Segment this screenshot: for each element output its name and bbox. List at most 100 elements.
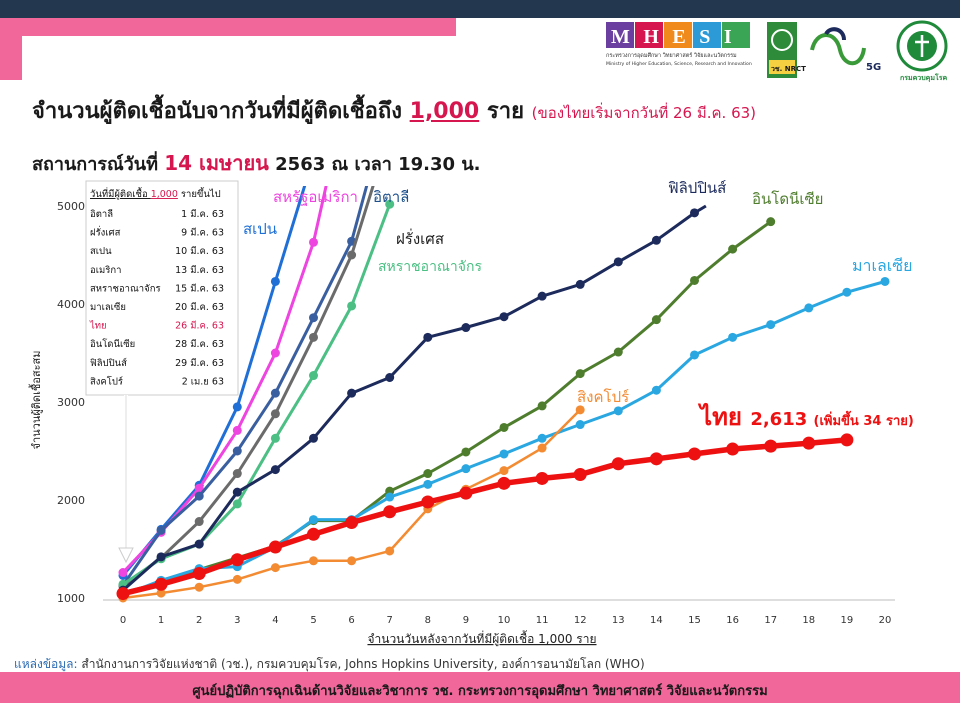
series-label: สเปน [243, 220, 277, 238]
legend-date: 15 มี.ค. 63 [175, 282, 224, 294]
data-point [842, 287, 852, 297]
data-point [232, 469, 242, 479]
series-label: สหรัฐอเมริกา [273, 188, 358, 206]
data-point [840, 433, 854, 447]
series-label: อิตาลี [373, 188, 409, 206]
thailand-label: ไทย 2,613 (เพิ่มขึ้น 34 ราย) [697, 402, 914, 431]
data-point [766, 320, 776, 330]
data-point [309, 515, 318, 525]
data-point [613, 406, 623, 416]
logo-strip: MHESI กระทรวงการอุดมศึกษา วิทยาศาสตร์ วิ… [606, 20, 948, 82]
data-point [194, 517, 204, 527]
legend-date: 1 มี.ค. 63 [181, 208, 224, 220]
data-point [347, 556, 357, 566]
data-point [156, 552, 166, 562]
legend-country: อิตาลี [90, 208, 114, 220]
data-point [232, 425, 242, 435]
title-highlight: 1,000 [409, 99, 480, 124]
title-unit: ราย [486, 99, 524, 124]
footer-text: ศูนย์ปฏิบัติการฉุกเฉินด้านวิจัยและวิชากา… [192, 684, 768, 699]
x-tick-label: 20 [879, 615, 892, 626]
svg-text:5G: 5G [866, 62, 881, 73]
data-point [309, 371, 318, 381]
data-point [537, 443, 547, 453]
data-point [309, 433, 318, 443]
data-point [423, 332, 433, 342]
data-point [804, 303, 814, 313]
data-point [423, 469, 433, 479]
x-tick-label: 2 [196, 615, 202, 626]
data-point [726, 442, 740, 456]
data-point [575, 369, 585, 379]
x-tick-label: 1 [158, 615, 164, 626]
data-point [649, 452, 663, 466]
x-tick-label: 19 [841, 615, 854, 626]
chart-subtitle: สถานการณ์วันที่ 14 เมษายน 2563 ณ เวลา 19… [32, 147, 480, 179]
data-point [268, 540, 282, 554]
data-point [461, 464, 471, 474]
legend-country: ฟิลิปปินส์ [90, 357, 127, 369]
legend-pointer-arrow [118, 547, 134, 564]
data-point [309, 556, 318, 566]
x-tick-label: 10 [498, 615, 511, 626]
series-line [122, 203, 392, 586]
line-chart: 0 1 2 3 4 5 6 7 8 9 10 11 12 13 14 15 16 17 18 19 2010002000… [28, 180, 914, 647]
data-point [499, 449, 509, 459]
legend-country: อเมริกา [90, 265, 121, 276]
legend-date: 20 มี.ค. 63 [175, 301, 224, 313]
data-point [270, 433, 280, 443]
data-point [232, 402, 242, 412]
legend-country: มาเลเซีย [90, 301, 126, 313]
legend-date: 2 เม.ย 63 [182, 376, 224, 387]
legend-date: 10 มี.ค. 63 [175, 245, 224, 257]
data-point [385, 546, 395, 556]
data-point [232, 499, 242, 509]
legend-country: อินโดนีเซีย [90, 338, 136, 350]
chart-series-labels: สเปน สหรัฐอเมริกา อิตาลีฝรั่งเศสสหราชอาณาจ… [243, 180, 914, 431]
y-tick-label: 2000 [57, 494, 85, 507]
data-point [688, 447, 701, 461]
svg-text:Ministry of Higher Education,: Ministry of Higher Education, Science, R… [606, 61, 752, 67]
title-main: จำนวนผู้ติดเชื้อนับจากวันที่มีผู้ติดเชื้… [32, 99, 402, 124]
data-point [230, 553, 244, 567]
data-point [156, 588, 166, 598]
subtitle-rest: 2563 ณ เวลา 19.30 น. [275, 154, 481, 175]
data-point [383, 505, 397, 519]
data-point [651, 385, 661, 395]
top-pink-bar [0, 18, 456, 36]
data-point [421, 495, 435, 509]
x-tick-label: 5 [310, 615, 316, 626]
top-navy-bar [0, 0, 960, 18]
data-point [728, 244, 738, 254]
x-tick-label: 4 [272, 615, 278, 626]
data-point [499, 422, 509, 432]
data-point [728, 332, 738, 342]
left-pink-strip [0, 18, 22, 80]
data-point [270, 465, 280, 475]
x-tick-label: 17 [764, 615, 777, 626]
svg-text:MHESI: MHESI [611, 26, 745, 48]
svg-text:กระทรวงการอุดมศึกษา วิทยาศาสตร: กระทรวงการอุดมศึกษา วิทยาศาสตร์ วิจัยและ… [606, 52, 737, 59]
legend-country: ฝรั่งเศส [90, 226, 121, 239]
x-tick-label: 6 [348, 615, 354, 626]
data-point [192, 567, 206, 580]
footer-bar [0, 672, 960, 703]
source-text: สำนักงานการวิจัยแห่งชาติ (วช.), กรมควบคุ… [81, 657, 645, 671]
data-point [613, 347, 623, 357]
data-point [156, 525, 166, 535]
data-point [232, 446, 242, 456]
data-point [270, 276, 280, 286]
chart-series [116, 186, 890, 603]
legend-country: สเปน [90, 246, 112, 257]
data-point [499, 312, 509, 322]
legend-box [85, 180, 239, 396]
y-tick-label: 4000 [57, 298, 85, 311]
svg-text:กรมควบคุมโรค: กรมควบคุมโรค [900, 73, 947, 82]
data-point [307, 527, 320, 541]
x-tick-label: 7 [387, 615, 393, 626]
data-point [537, 433, 547, 443]
series-4 [118, 199, 395, 589]
data-point [690, 350, 699, 360]
legend-date: 9 มี.ค. 63 [181, 227, 224, 239]
data-point [611, 457, 625, 471]
